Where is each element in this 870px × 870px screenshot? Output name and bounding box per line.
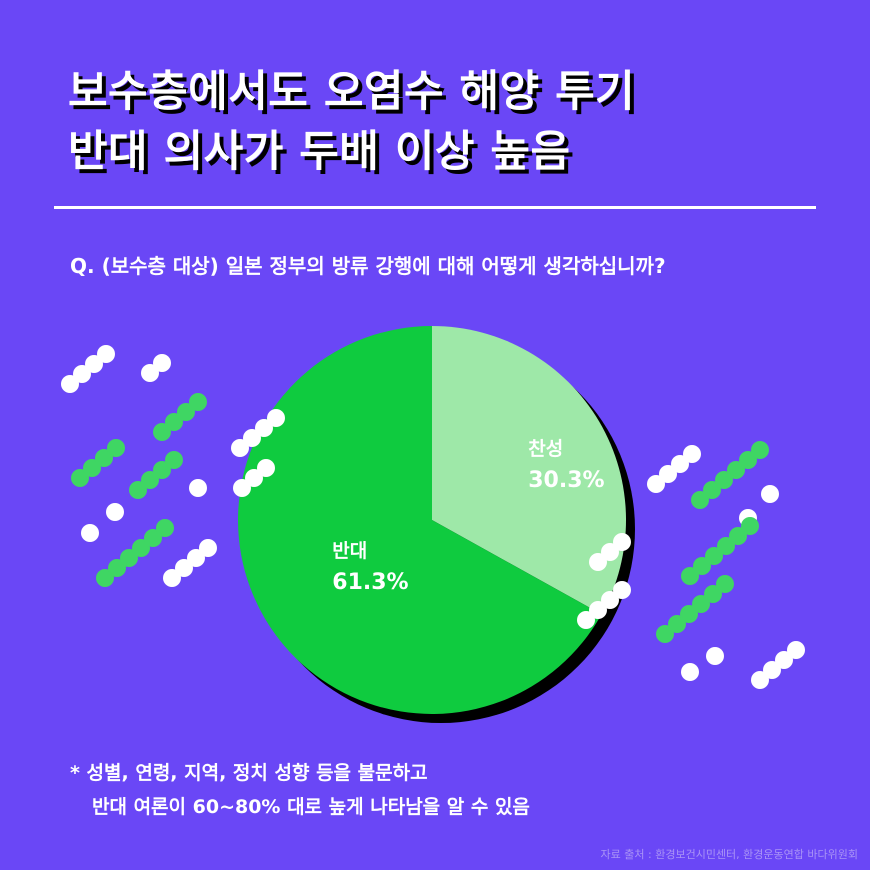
pie-labels: 찬성 30.3% 반대 61.3% (332, 438, 604, 595)
green-dot (739, 451, 757, 469)
green-dot (680, 605, 698, 623)
white-dot (85, 355, 103, 373)
title-divider (54, 206, 816, 209)
white-dot (751, 671, 769, 689)
white-dot (141, 364, 159, 382)
green-dot (189, 393, 207, 411)
white-dot (775, 651, 793, 669)
decorative-dots (61, 345, 805, 689)
white-dot (761, 485, 779, 503)
green-dot (751, 441, 769, 459)
footnote-line-1: * 성별, 연령, 지역, 정치 성향 등을 불문하고 (70, 762, 428, 784)
white-dot (671, 455, 689, 473)
white-dot (106, 503, 124, 521)
white-dot (81, 524, 99, 542)
white-dot (647, 475, 665, 493)
survey-question: Q. (보수층 대상) 일본 정부의 방류 강행에 대해 어떻게 생각하십니까? (70, 254, 666, 278)
green-dot (95, 449, 113, 467)
green-dot (727, 461, 745, 479)
green-dot (71, 469, 89, 487)
white-dot (245, 469, 263, 487)
green-dot (717, 537, 735, 555)
white-dot (189, 479, 207, 497)
white-dot (601, 543, 619, 561)
white-dot (243, 429, 261, 447)
green-dot (120, 549, 138, 567)
green-dot (692, 595, 710, 613)
pie-value-oppose: 61.3% (332, 570, 408, 595)
green-dot (729, 527, 747, 545)
white-dot (257, 459, 275, 477)
green-dot (153, 423, 171, 441)
white-dot (233, 479, 251, 497)
green-dot (153, 461, 171, 479)
white-dot (255, 419, 273, 437)
white-dot (163, 569, 181, 587)
green-dot (96, 569, 114, 587)
green-dot (704, 585, 722, 603)
white-dot (601, 591, 619, 609)
green-dot (165, 413, 183, 431)
green-dot (177, 403, 195, 421)
green-dot (83, 459, 101, 477)
green-dot (703, 481, 721, 499)
green-dot (715, 471, 733, 489)
white-dot (231, 439, 249, 457)
white-dot (763, 661, 781, 679)
green-dot (691, 491, 709, 509)
title-line-1: 보수층에서도 오염수 해양 투기 (68, 67, 636, 117)
white-dot (787, 641, 805, 659)
title-line-2: 반대 의사가 두배 이상 높음 (68, 127, 571, 177)
green-dot (681, 567, 699, 585)
green-dot (165, 451, 183, 469)
pie-slice-oppose (238, 326, 602, 714)
pie-label-oppose: 반대 (332, 540, 367, 562)
green-dot (716, 575, 734, 593)
green-dot (693, 557, 711, 575)
green-dot (108, 559, 126, 577)
footnote-line-2: 반대 여론이 60~80% 대로 높게 나타남을 알 수 있음 (92, 796, 530, 818)
green-dot (144, 529, 162, 547)
white-dot (706, 647, 724, 665)
white-dot (97, 345, 115, 363)
white-dot (683, 445, 701, 463)
green-dot (129, 481, 147, 499)
white-dot (61, 375, 79, 393)
white-dot (175, 559, 193, 577)
white-dot (267, 409, 285, 427)
green-dot (107, 439, 125, 457)
green-dot (668, 615, 686, 633)
white-dot (659, 465, 677, 483)
source-credit: 자료 출처 : 환경보건시민센터, 환경운동연합 바다위원회 (600, 848, 858, 861)
pie-slices (238, 326, 626, 714)
white-dot (153, 354, 171, 372)
page-title: 보수층에서도 오염수 해양 투기 반대 의사가 두배 이상 높음 (68, 62, 635, 182)
pie-slice-support (432, 326, 626, 615)
green-dot (656, 625, 674, 643)
footnote: * 성별, 연령, 지역, 정치 성향 등을 불문하고 반대 여론이 60~80… (70, 756, 530, 824)
white-dot (589, 553, 607, 571)
white-dot (73, 365, 91, 383)
green-dot (156, 519, 174, 537)
white-dot (187, 549, 205, 567)
white-dot (199, 539, 217, 557)
green-dot (141, 471, 159, 489)
white-dot (681, 663, 699, 681)
green-dot (132, 539, 150, 557)
pie-value-support: 30.3% (528, 468, 604, 493)
decorative-dots-front (231, 409, 631, 629)
white-dot (577, 611, 595, 629)
white-dot (613, 581, 631, 599)
white-dot (589, 601, 607, 619)
green-dot (741, 517, 759, 535)
pie-label-support: 찬성 (528, 438, 563, 460)
white-dot (613, 533, 631, 551)
green-dot (705, 547, 723, 565)
